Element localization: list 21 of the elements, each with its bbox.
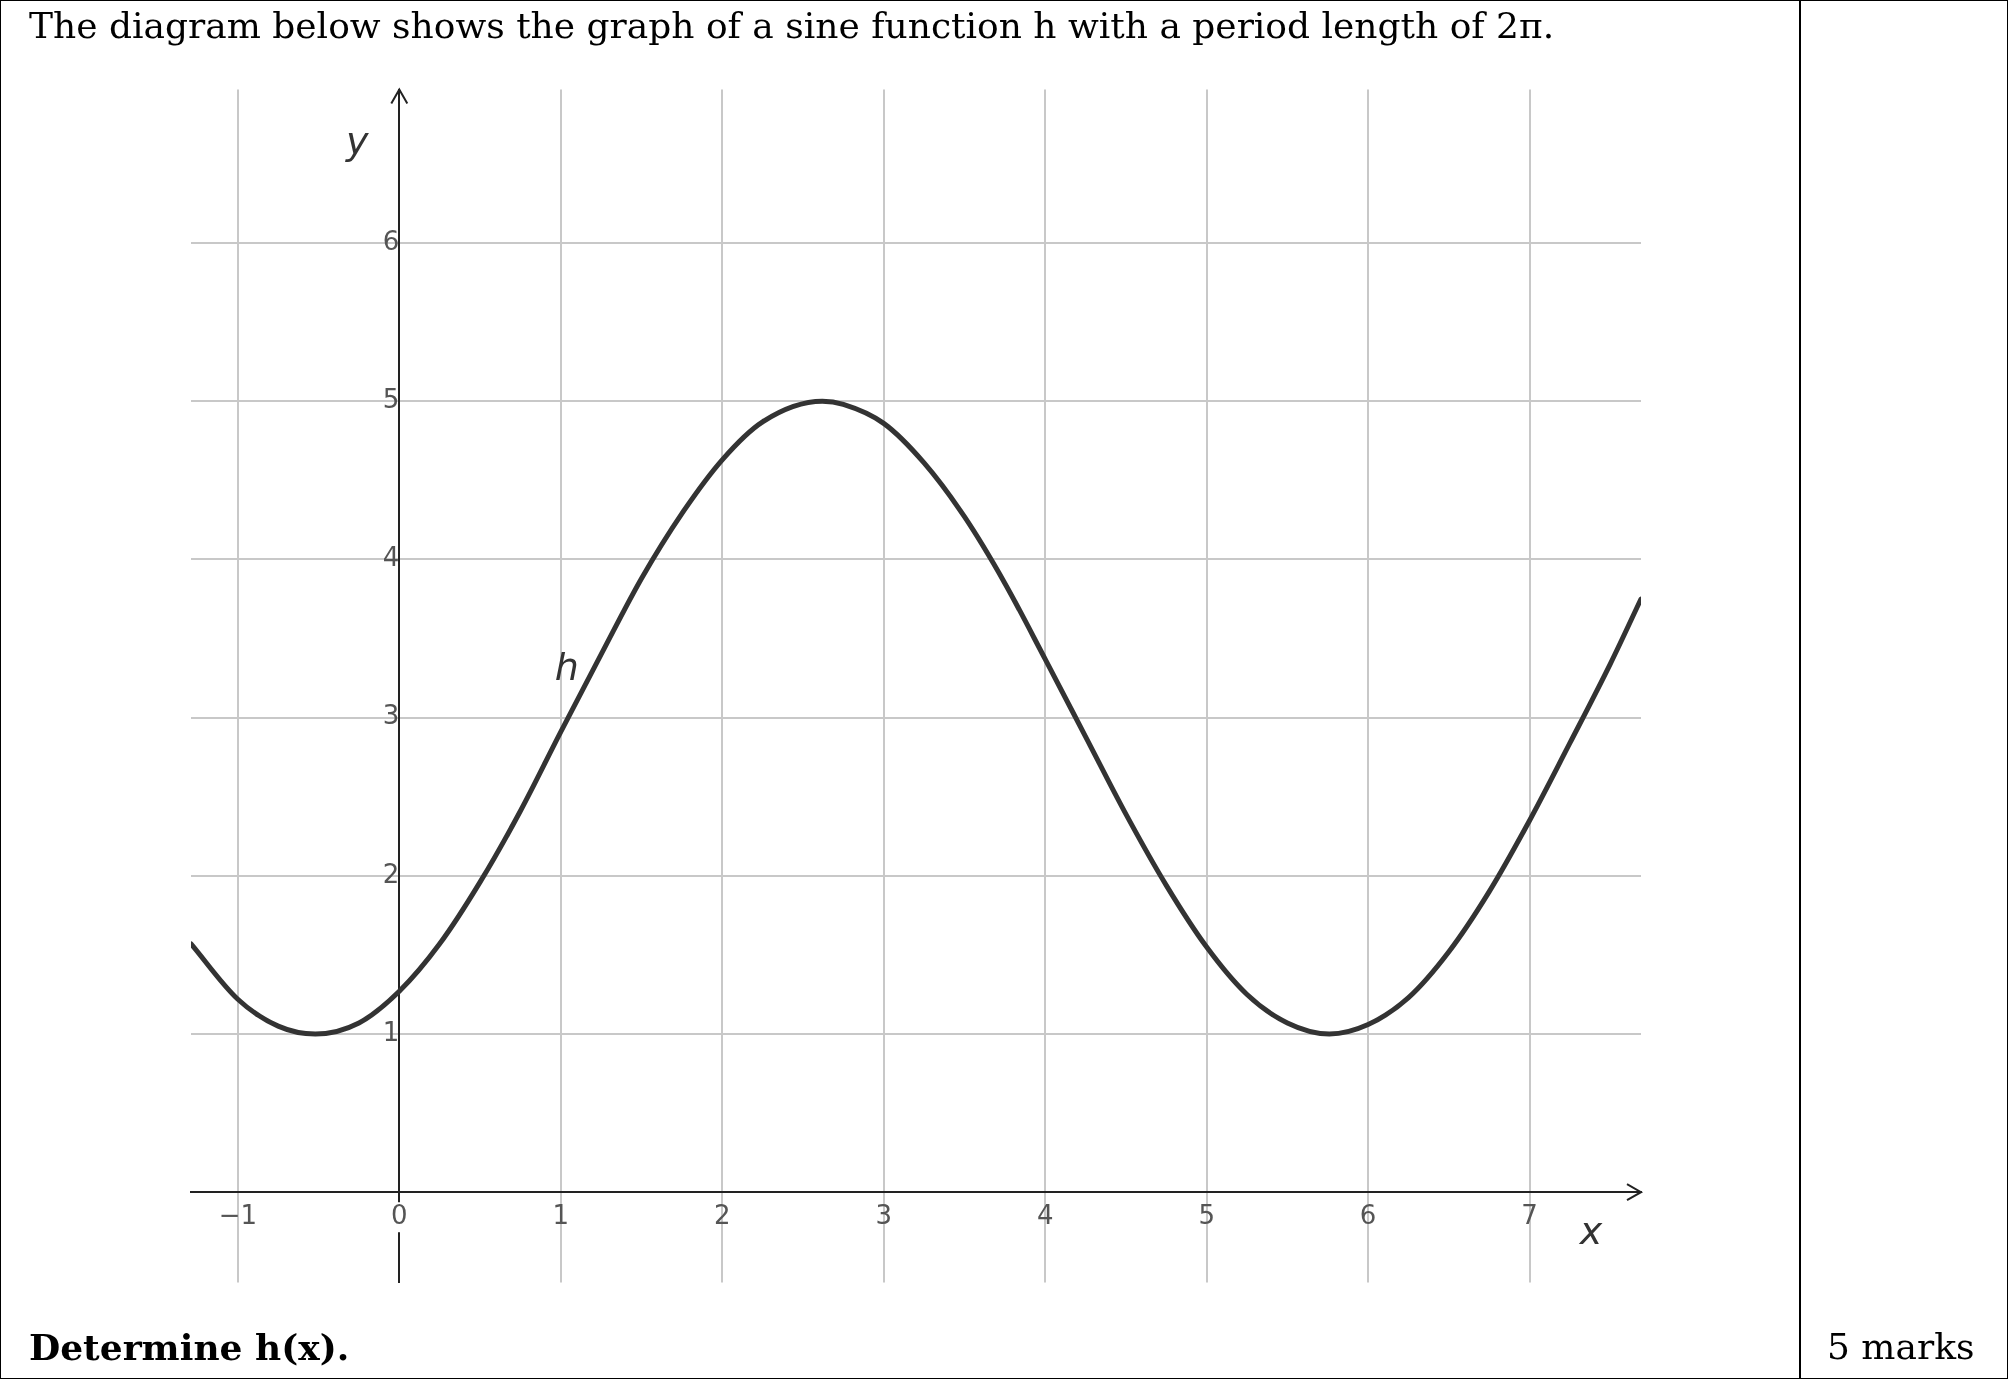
y-tick-label: 3: [382, 700, 400, 731]
x-tick-label: 1: [552, 1199, 570, 1230]
y-tick-label: 1: [382, 1016, 400, 1047]
x-tick-label: 3: [875, 1199, 892, 1230]
x-tick-label: 7: [1521, 1199, 1538, 1230]
y-tick-label: 5: [382, 384, 400, 414]
chart-title: The diagram below shows the graph of a sine function h with a period length of 2π.: [29, 5, 1555, 46]
x-axis-title: x: [1578, 1209, 1603, 1254]
text: 5 marks: [1827, 1326, 1975, 1367]
x-tick-label: 6: [1359, 1199, 1377, 1230]
y-tick-label: 2: [382, 858, 400, 889]
x-tick-label: 0: [391, 1199, 408, 1230]
y-tick-label: 6: [382, 225, 400, 256]
text: Determine h(x).: [29, 1326, 350, 1368]
y-tick-label: 4: [382, 542, 400, 573]
y-axis-title: y: [345, 119, 370, 164]
x-tick-label: 2: [713, 1199, 731, 1230]
series-label: h: [554, 644, 579, 689]
x-tick-label: −1: [218, 1199, 257, 1230]
x-tick-label: 5: [1198, 1199, 1215, 1230]
x-tick-label: 4: [1036, 1199, 1054, 1230]
